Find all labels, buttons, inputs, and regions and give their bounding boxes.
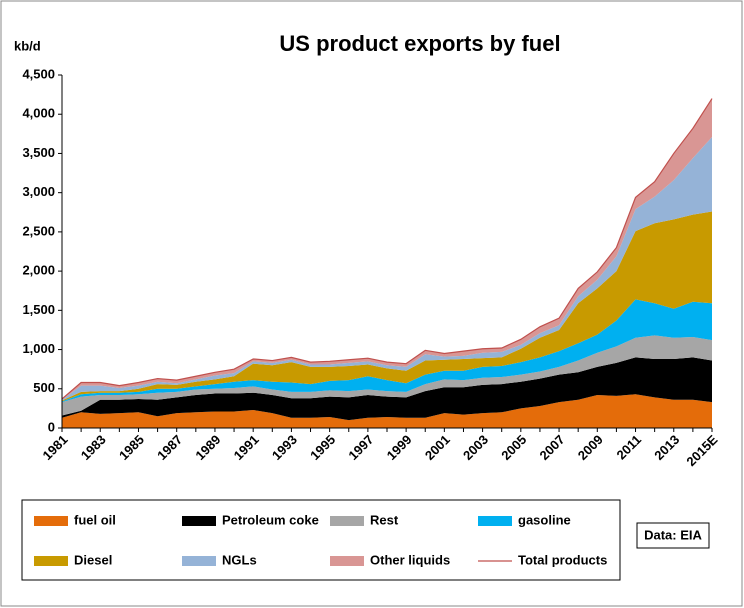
legend-swatch	[330, 516, 364, 526]
y-tick-label: 1,500	[22, 302, 55, 317]
legend-label: fuel oil	[74, 512, 116, 527]
chart-title: US product exports by fuel	[279, 31, 560, 56]
y-tick-label: 500	[33, 380, 55, 395]
source-note: Data: EIA	[644, 527, 702, 542]
area	[62, 335, 712, 416]
line	[61, 98, 713, 400]
legend-label: gasoline	[518, 512, 571, 527]
legend-label: Diesel	[74, 552, 112, 567]
y-tick-label: 4,000	[22, 106, 55, 121]
legend-swatch	[330, 556, 364, 566]
legend-label: Petroleum coke	[222, 512, 319, 527]
legend-label: Rest	[370, 512, 399, 527]
legend-swatch	[34, 556, 68, 566]
area	[62, 98, 712, 400]
area	[62, 299, 712, 403]
legend-swatch	[182, 556, 216, 566]
y-tick-label: 2,500	[22, 223, 55, 238]
y-axis-label: kb/d	[14, 38, 41, 53]
y-tick-label: 0	[48, 419, 55, 434]
y-tick-label: 4,500	[22, 66, 55, 81]
legend-swatch	[34, 516, 68, 526]
source-box	[636, 522, 710, 549]
y-tick-label: 3,500	[22, 145, 55, 160]
legend-label: Total products	[518, 552, 607, 567]
area	[62, 357, 712, 421]
legend-swatch	[478, 516, 512, 526]
area	[62, 394, 712, 428]
legend-label: NGLs	[222, 552, 257, 567]
legend-label: Other liquids	[370, 552, 450, 567]
y-tick-label: 3,000	[22, 184, 55, 199]
area	[62, 211, 712, 402]
legend-box	[21, 499, 621, 581]
y-tick-label: 1,000	[22, 341, 55, 356]
legend-swatch	[182, 516, 216, 526]
y-tick-label: 2,000	[22, 263, 55, 278]
